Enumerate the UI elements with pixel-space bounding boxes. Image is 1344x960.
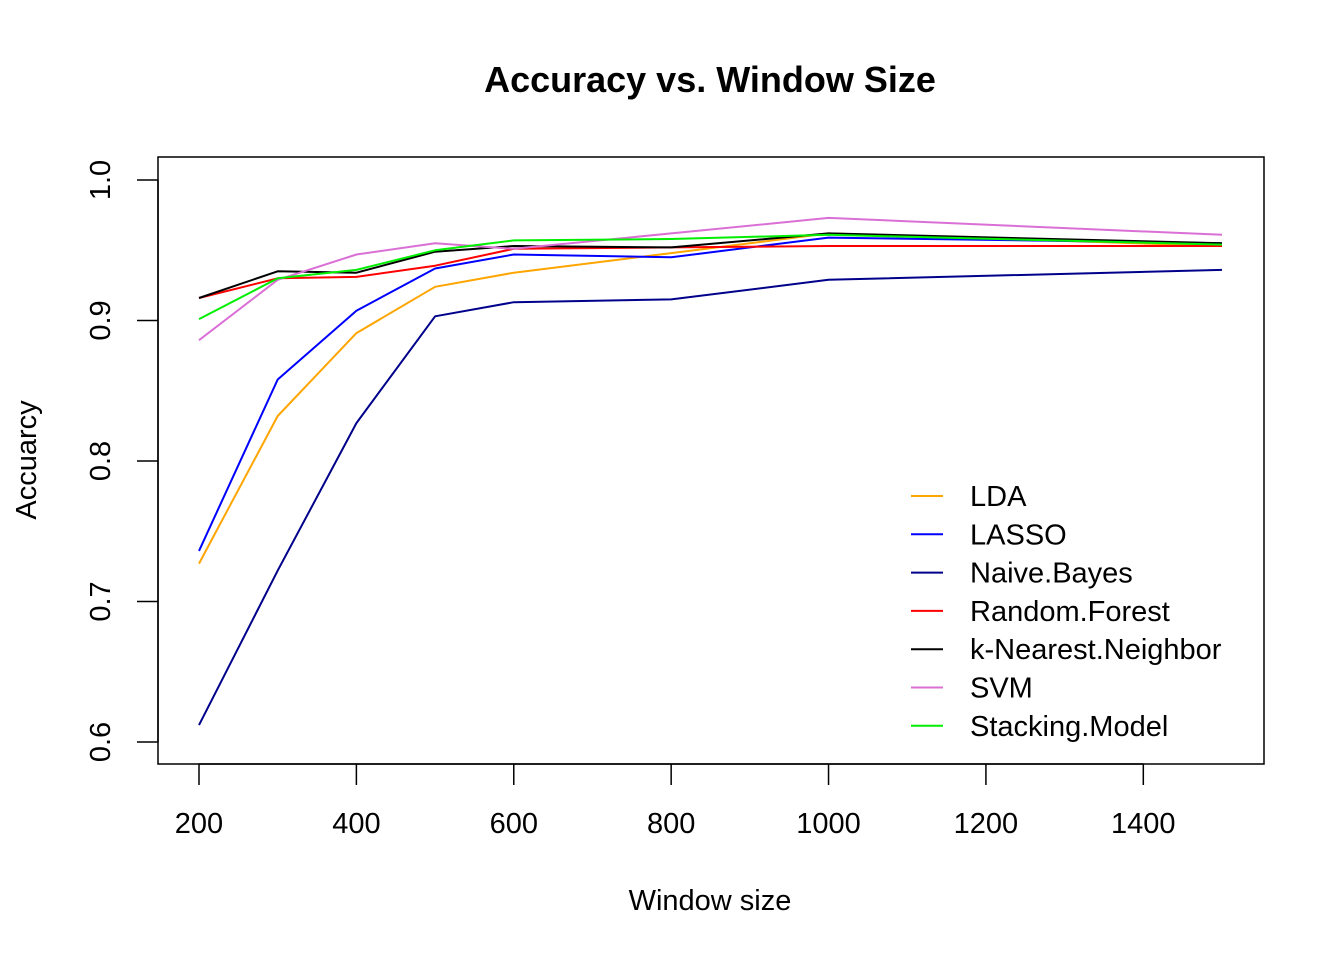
x-tick-label: 800: [647, 808, 695, 840]
legend-item: Naive.Bayes: [911, 558, 1133, 590]
x-tick-label: 1400: [1111, 808, 1176, 840]
legend-label: Naive.Bayes: [970, 558, 1133, 590]
legend: LDA LASSO Naive.Bayes Random.Forest k-Neares…: [911, 481, 1222, 743]
legend-item: SVM: [911, 673, 1033, 705]
y-tick-label: 0.8: [85, 441, 117, 481]
series-lines: [198, 216, 1223, 726]
series-line-random-forest: [198, 245, 1222, 299]
legend-item: LDA: [911, 481, 1027, 513]
y-axis-label: Accuarcy: [11, 400, 43, 520]
x-axis: 200 400 600 800 1000 1200 1400: [175, 763, 1176, 840]
series-line-k-nearest-neighbor: [198, 232, 1223, 299]
x-tick-label: 400: [332, 808, 380, 840]
y-axis: 0.6 0.7 0.8 0.9 1.0: [85, 160, 159, 762]
series-line-lda: [198, 232, 1223, 565]
legend-label: Random.Forest: [970, 596, 1170, 628]
x-tick-label: 1000: [796, 808, 861, 840]
legend-label: LDA: [970, 481, 1027, 513]
series-line-lasso: [198, 236, 1223, 552]
legend-item: Random.Forest: [911, 596, 1170, 628]
x-axis-label: Window size: [629, 885, 792, 917]
y-tick-label: 1.0: [85, 160, 117, 200]
legend-label: SVM: [970, 673, 1033, 705]
series-line-naive-bayes: [198, 268, 1223, 726]
y-tick-label: 0.6: [85, 722, 117, 762]
series-line-stacking-model: [198, 233, 1223, 320]
legend-label: k-Nearest.Neighbor: [970, 634, 1222, 666]
legend-label: LASSO: [970, 519, 1067, 551]
legend-item: Stacking.Model: [911, 711, 1168, 743]
x-tick-label: 1200: [954, 808, 1019, 840]
chart-title: Accuracy vs. Window Size: [484, 59, 936, 100]
legend-item: LASSO: [911, 519, 1067, 551]
y-tick-label: 0.7: [85, 581, 117, 621]
x-tick-label: 200: [175, 808, 223, 840]
y-tick-label: 0.9: [85, 300, 117, 340]
legend-item: k-Nearest.Neighbor: [911, 634, 1222, 666]
series-line-svm: [198, 216, 1223, 341]
x-tick-label: 600: [490, 808, 538, 840]
legend-label: Stacking.Model: [970, 711, 1168, 743]
